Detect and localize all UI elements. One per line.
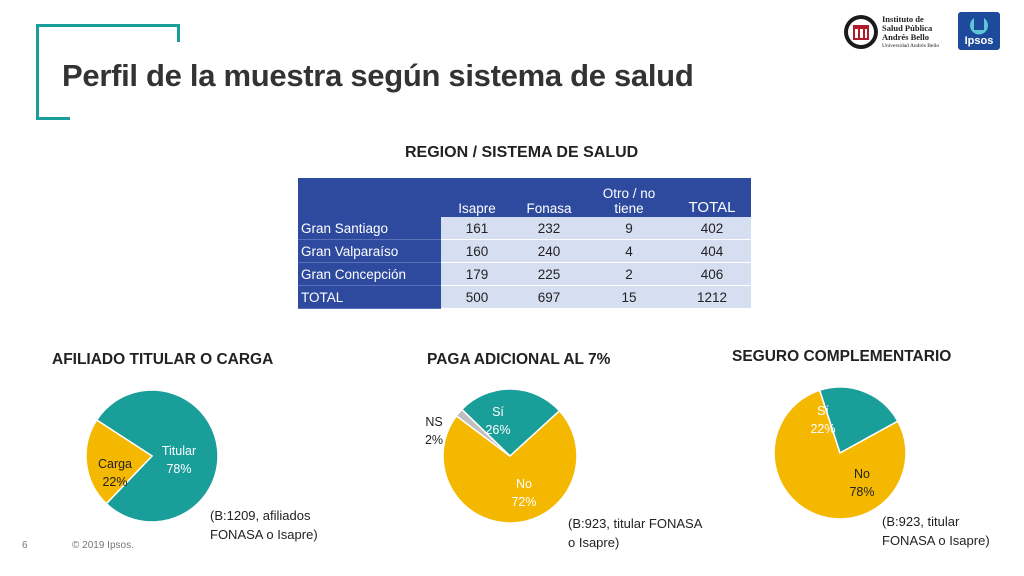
table-cell: 402 (673, 217, 751, 240)
uab-line-2: Salud Pública (882, 23, 933, 33)
uab-line-3: Andrés Bello (882, 32, 929, 42)
uab-logo-subtext: Universidad Andrés Bello (882, 43, 940, 49)
table-title: REGION / SISTEMA DE SALUD (405, 144, 639, 161)
slice-label: Carga (98, 457, 132, 471)
pie-slice-1 (442, 409, 578, 524)
pie-slice-1 (773, 389, 907, 520)
slice-value-label: 2% (425, 433, 443, 447)
page-number: 6 (22, 540, 28, 551)
slice-label: Titular (162, 444, 196, 458)
table-cell: 161 (441, 217, 513, 240)
chart-note-paga-adicional: (B:923, titular FONASA o Isapre) (568, 514, 702, 552)
table-cell: 4 (585, 239, 673, 263)
table-header-otro: Otro / no tiene (585, 178, 673, 217)
table-cell: 179 (441, 262, 513, 286)
table-header-total: TOTAL (673, 178, 751, 217)
slice-value-label: 26% (485, 423, 510, 437)
slice-value-label: 72% (511, 495, 536, 509)
pie-slice-1 (85, 419, 154, 505)
ipsos-logo-text: Ipsos (964, 35, 994, 47)
title-frame-left (36, 24, 39, 120)
title-frame-top (36, 24, 180, 27)
ipsos-logo: Ipsos (958, 12, 1000, 50)
table-cell: 240 (513, 239, 585, 263)
chart-title-paga-adicional: PAGA ADICIONAL AL 7% (427, 351, 611, 368)
table-cell: 9 (585, 217, 673, 240)
table-cell: 225 (513, 262, 585, 286)
copyright: © 2019 Ipsos. (72, 540, 134, 551)
pie-slice-0 (818, 386, 899, 455)
slice-label: Sí (817, 404, 829, 418)
table-cell: 15 (585, 285, 673, 309)
note-line: (B:923, titular FONASA (568, 516, 703, 531)
table-row-label: TOTAL (298, 285, 441, 309)
table-header-fonasa: Fonasa (513, 178, 585, 217)
table-cell: 500 (441, 285, 513, 309)
chart-note-seguro: (B:923, titular FONASA o Isapre) (882, 512, 990, 550)
pie-slice-0 (460, 388, 561, 458)
table-cell: 1212 (673, 285, 751, 309)
note-line: o Isapre) (568, 535, 620, 550)
uab-shield-icon (844, 15, 878, 49)
uab-logo: Instituto de Salud Pública Andrés Bello … (842, 12, 942, 52)
region-health-table: Isapre Fonasa Otro / no tiene TOTAL Gran… (298, 178, 751, 309)
table-row: Gran Concepción 179 225 2 406 (298, 262, 751, 286)
table-cell: 404 (673, 239, 751, 263)
chart-title-afiliado: AFILIADO TITULAR O CARGA (52, 351, 274, 368)
chart-note-afiliado: (B:1209, afiliados FONASA o Isapre) (210, 506, 318, 544)
note-line: FONASA o Isapre) (210, 527, 318, 542)
slice-value-label: 78% (849, 485, 874, 499)
table-row-label: Gran Concepción (298, 262, 441, 286)
table-row-label: Gran Santiago (298, 217, 441, 240)
table-cell: 2 (585, 262, 673, 286)
pie-slice-2 (455, 408, 511, 457)
slice-label: Sí (492, 405, 504, 419)
table-row-label: Gran Valparaíso (298, 239, 441, 263)
title-frame-bottom (36, 117, 70, 120)
table-row: TOTAL 500 697 15 1212 (298, 285, 751, 309)
slice-label: No (854, 467, 870, 481)
table-row: Gran Valparaíso 160 240 4 404 (298, 239, 751, 263)
pie-slice-0 (95, 389, 219, 523)
slice-value-label: 22% (102, 475, 127, 489)
slice-value-label: 22% (810, 422, 835, 436)
table-cell: 697 (513, 285, 585, 309)
slice-label: NS (425, 415, 442, 429)
table-header-row: Isapre Fonasa Otro / no tiene TOTAL (298, 178, 751, 217)
table-cell: 406 (673, 262, 751, 286)
note-line: (B:923, titular (882, 514, 960, 529)
table-cell: 160 (441, 239, 513, 263)
uab-logo-text: Instituto de Salud Pública Andrés Bello (882, 15, 932, 42)
slice-value-label: 78% (166, 462, 191, 476)
table-cell: 232 (513, 217, 585, 240)
slide-title: Perfil de la muestra según sistema de sa… (62, 58, 694, 93)
title-frame-right (177, 24, 180, 42)
slice-label: No (516, 477, 532, 491)
table-row: Gran Santiago 161 232 9 402 (298, 217, 751, 240)
chart-title-seguro: SEGURO COMPLEMENTARIO (732, 348, 952, 365)
ipsos-mark-icon (970, 18, 988, 35)
note-line: (B:1209, afiliados (210, 508, 311, 523)
table-corner-cell (298, 178, 441, 217)
note-line: FONASA o Isapre) (882, 533, 990, 548)
uab-line-1: Instituto de (882, 14, 924, 24)
table-header-isapre: Isapre (441, 178, 513, 217)
